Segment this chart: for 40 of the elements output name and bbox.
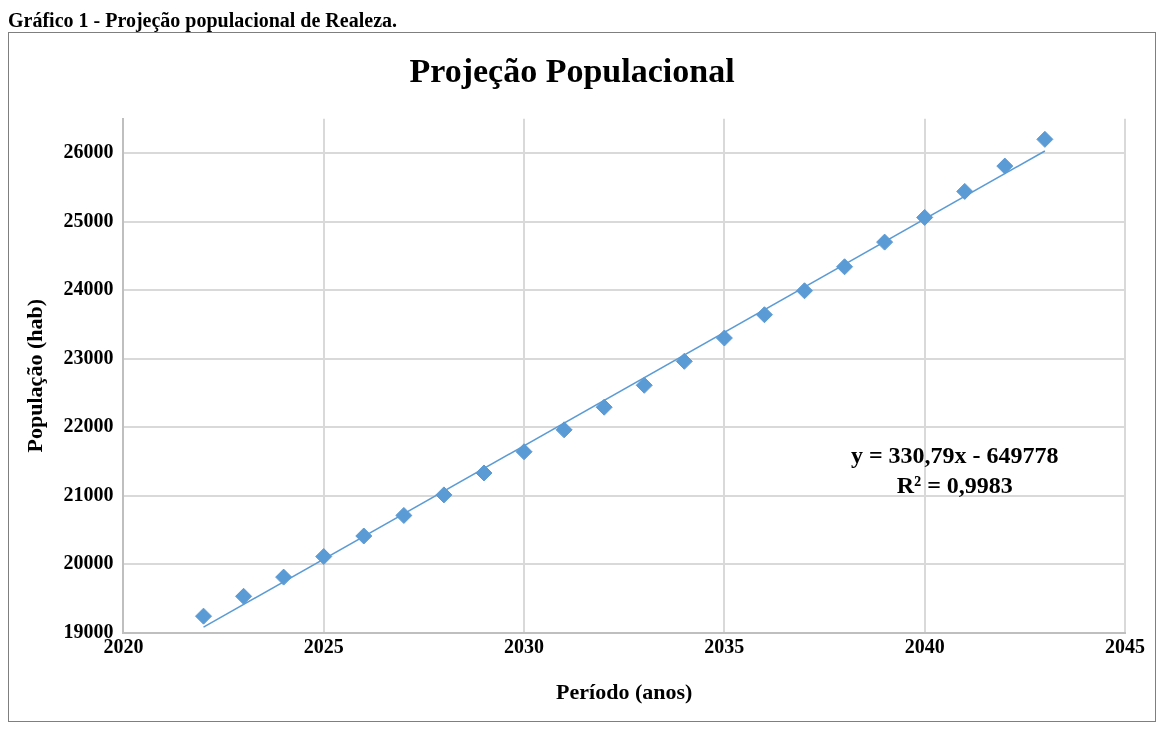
point xyxy=(635,376,653,394)
point xyxy=(555,421,573,439)
annotation: y = 330,79x - 649778 xyxy=(850,442,1059,469)
annotation: R² = 0,9983 xyxy=(896,472,1013,499)
point xyxy=(195,607,213,625)
point xyxy=(916,208,934,226)
y-tick-label: 21000 xyxy=(63,482,114,505)
point xyxy=(996,157,1014,175)
x-axis-title: Período (anos) xyxy=(556,679,693,705)
point xyxy=(1036,130,1054,148)
point xyxy=(315,548,333,566)
y-tick-label: 24000 xyxy=(63,277,114,300)
x-tick-label: 2040 xyxy=(904,634,945,657)
point xyxy=(675,352,693,370)
point xyxy=(876,233,894,251)
y-tick-label: 26000 xyxy=(63,140,114,163)
x-tick-label: 2035 xyxy=(704,634,745,657)
y-axis-title: População (hab) xyxy=(21,298,47,453)
point xyxy=(595,398,613,416)
point xyxy=(795,282,813,300)
point xyxy=(435,486,453,504)
x-tick-label: 2030 xyxy=(504,634,545,657)
y-tick-label: 25000 xyxy=(63,208,114,231)
point xyxy=(956,182,974,200)
chart-title: Projeção Populacional xyxy=(409,52,735,90)
x-tick-label: 2045 xyxy=(1105,634,1145,657)
point xyxy=(515,443,533,461)
point xyxy=(235,587,253,605)
point xyxy=(715,329,733,347)
y-tick-label: 23000 xyxy=(63,345,114,368)
y-tick-label: 20000 xyxy=(63,551,114,574)
point xyxy=(755,306,773,324)
point xyxy=(355,527,373,545)
point xyxy=(275,568,293,586)
point xyxy=(475,464,493,482)
chart-subtitle: Gráfico 1 - Projeção populacional de Realeza. xyxy=(8,8,398,32)
x-tick-label: 2025 xyxy=(303,634,344,657)
point xyxy=(836,258,854,276)
point xyxy=(395,506,413,524)
y-tick-label: 22000 xyxy=(63,414,114,437)
